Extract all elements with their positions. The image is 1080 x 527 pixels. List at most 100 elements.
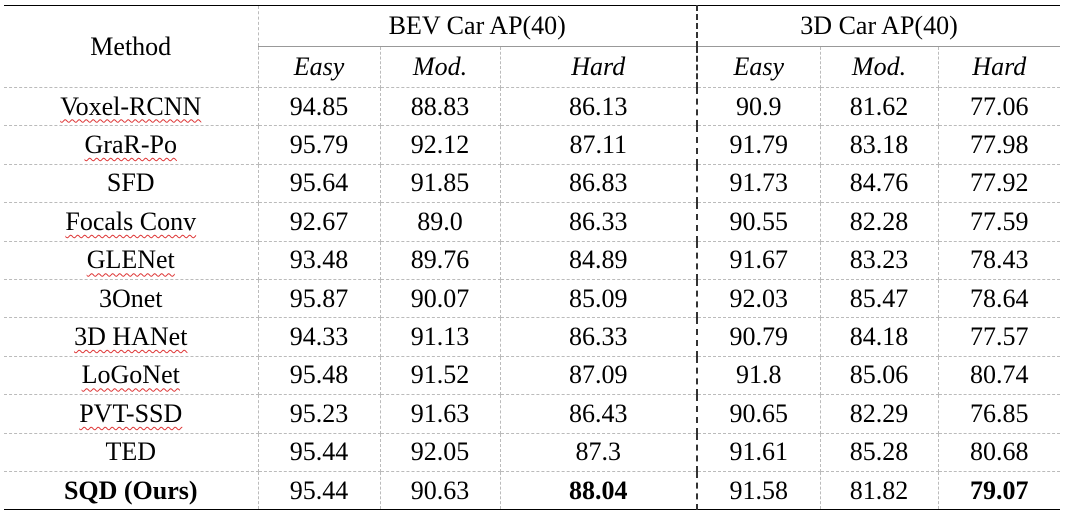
value: 91.73 (729, 168, 789, 198)
value: 90.65 (729, 398, 789, 428)
group-header: BEV Car AP(40) (257, 5, 698, 47)
value: 77.98 (970, 130, 1029, 160)
value-cell: 86.43 (499, 394, 698, 434)
method-name: SQD (Ours) (63, 475, 198, 505)
value: 78.64 (970, 283, 1029, 313)
value-cell: 95.48 (257, 355, 381, 396)
value: 87.11 (569, 130, 628, 160)
value: 81.82 (849, 475, 909, 505)
column-header: Mod. (379, 46, 501, 88)
value-cell: 95.44 (257, 470, 381, 511)
value: 95.79 (289, 130, 349, 160)
value-cell: 77.98 (937, 125, 1061, 165)
value: 81.62 (849, 91, 909, 121)
value-cell: 87.3 (499, 432, 698, 472)
value: 85.06 (849, 360, 909, 390)
value-cell: 90.63 (379, 470, 501, 511)
value-cell: 82.29 (819, 394, 939, 434)
value: 90.55 (729, 206, 789, 236)
value-cell: 92.05 (379, 432, 501, 472)
value-cell: 94.85 (257, 86, 381, 127)
value-cell: 86.83 (499, 163, 698, 204)
value: 91.52 (410, 360, 470, 390)
value: 95.48 (289, 360, 349, 390)
table-row: SFD 95.64 91.85 86.83 91.73 84.76 77.92 (4, 163, 1061, 204)
value: 84.89 (569, 245, 628, 275)
value-cell: 77.59 (937, 202, 1061, 242)
method-cell: PVT-SSD (4, 394, 259, 434)
value: 91.13 (410, 322, 470, 352)
value: 94.85 (289, 91, 349, 121)
value-cell: 86.33 (499, 317, 698, 357)
value-cell: 85.06 (819, 355, 939, 396)
value-cell: 83.23 (819, 240, 939, 280)
value-cell: 95.23 (257, 394, 381, 434)
value: 91.61 (729, 437, 789, 467)
table-row: GraR-Po 95.79 92.12 87.11 91.79 83.18 77.98 (4, 125, 1061, 165)
value-cell: 77.57 (937, 317, 1061, 357)
value: 90.79 (729, 322, 789, 352)
value: 77.57 (970, 322, 1029, 352)
value: 92.05 (410, 437, 470, 467)
group-row: Method BEV Car AP(40) 3D Car AP(40) (4, 5, 1061, 88)
value: 80.68 (970, 437, 1029, 467)
method-name: 3D HANet (74, 322, 188, 352)
value-cell: 85.09 (499, 278, 698, 319)
method-name: SFD (106, 168, 155, 198)
value: 86.33 (569, 322, 628, 352)
value-cell: 91.52 (379, 355, 501, 396)
value-cell: 83.18 (819, 125, 939, 165)
value: 95.87 (289, 283, 349, 313)
table-row: GLENet 93.48 89.76 84.89 91.67 83.23 78.43 (4, 240, 1061, 280)
method-name: Focals Conv (65, 206, 197, 236)
value-cell: 91.79 (696, 125, 821, 165)
value: 76.85 (970, 398, 1029, 428)
method-cell: SQD (Ours) (4, 470, 259, 511)
value: 85.28 (849, 437, 909, 467)
value-cell: 81.62 (819, 86, 939, 127)
value: 91.63 (410, 398, 470, 428)
value-cell: 95.87 (257, 278, 381, 319)
value: 78.43 (970, 245, 1029, 275)
method-name: Voxel-RCNN (60, 91, 202, 121)
method-cell: Voxel-RCNN (4, 86, 259, 127)
value: 86.13 (569, 91, 628, 121)
value-cell: 82.28 (819, 202, 939, 242)
value: 85.47 (849, 283, 909, 313)
method-name: 3Onet (98, 283, 163, 313)
value-cell: 81.82 (819, 470, 939, 511)
value-cell: 80.74 (937, 355, 1061, 396)
method-name: GLENet (86, 245, 175, 275)
value: 79.07 (970, 475, 1029, 505)
table-row: Voxel-RCNN 94.85 88.83 86.13 90.9 81.62 77.06 (4, 86, 1061, 127)
value-cell: 90.55 (696, 202, 821, 242)
value: 88.83 (410, 91, 470, 121)
value-cell: 90.9 (696, 86, 821, 127)
table-header: Method BEV Car AP(40) 3D Car AP(40) Easy… (4, 5, 1061, 88)
value: 91.58 (729, 475, 789, 505)
method-cell: SFD (4, 163, 259, 204)
value-cell: 91.85 (379, 163, 501, 204)
value: 91.8 (736, 360, 782, 390)
table-row: SQD (Ours) 95.44 90.63 88.04 91.58 81.82 79.07 (4, 470, 1061, 511)
method-cell: TED (4, 432, 259, 472)
method-cell: 3Onet (4, 278, 259, 319)
method-cell: LoGoNet (4, 355, 259, 396)
method-name: GraR-Po (84, 130, 177, 160)
value: 88.04 (569, 475, 628, 505)
value: 86.33 (569, 206, 628, 236)
value: 91.79 (729, 130, 789, 160)
method-header: Method (4, 5, 259, 88)
group-header: 3D Car AP(40) (696, 5, 1061, 47)
value-cell: 77.92 (937, 163, 1061, 204)
value-cell: 84.76 (819, 163, 939, 204)
value: 92.12 (410, 130, 470, 160)
value: 89.0 (417, 206, 463, 236)
table-body: Voxel-RCNN 94.85 88.83 86.13 90.9 81.62 77.06 G… (4, 86, 1061, 511)
value-cell: 94.33 (257, 317, 381, 357)
value: 82.28 (849, 206, 909, 236)
value-cell: 95.64 (257, 163, 381, 204)
method-cell: GraR-Po (4, 125, 259, 165)
value: 95.44 (289, 475, 349, 505)
